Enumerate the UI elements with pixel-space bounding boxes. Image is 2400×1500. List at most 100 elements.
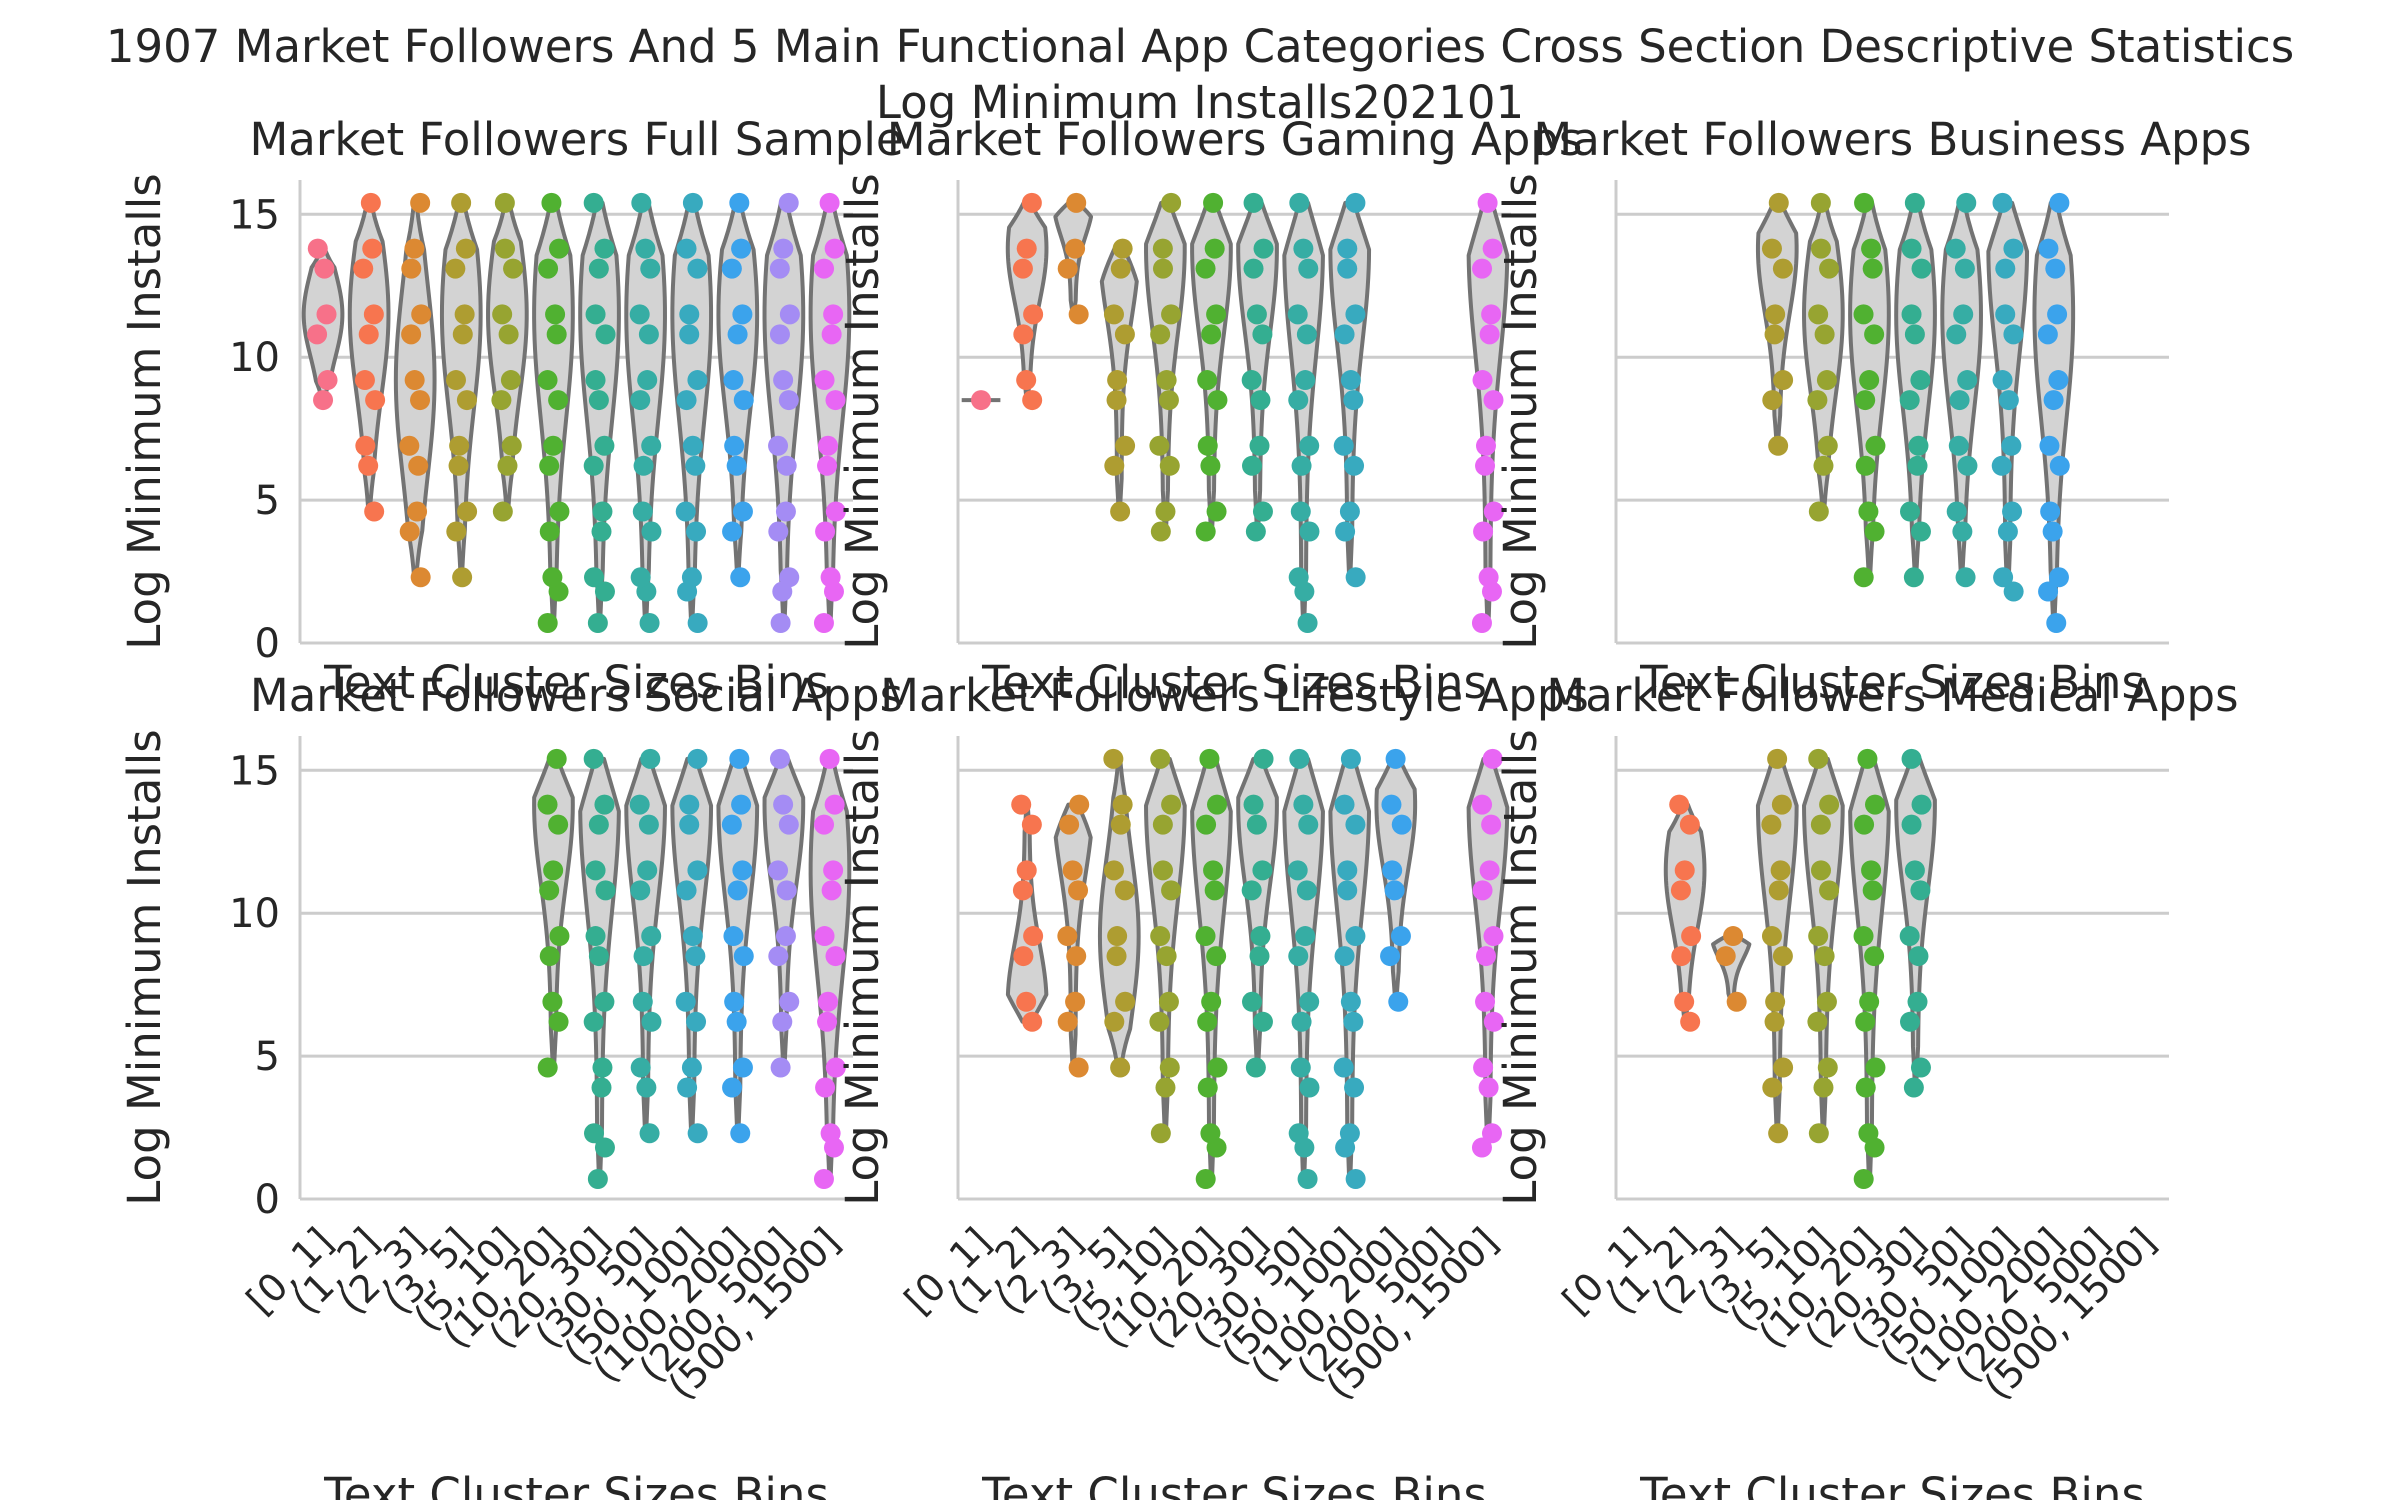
violin (1053, 200, 1094, 317)
strip-point (1152, 238, 1173, 259)
figure-title: 1907 Market Followers And 5 Main Functio… (106, 20, 2294, 73)
strip-point (1200, 1123, 1221, 1144)
strip-point (1956, 192, 1977, 213)
strip-point (1334, 946, 1355, 967)
strip-point (1197, 1077, 1218, 1098)
strip-point (813, 1168, 834, 1189)
strip-point (675, 501, 696, 522)
strip-point (687, 860, 708, 881)
strip-point (2003, 581, 2024, 602)
strip-point (1293, 794, 1314, 815)
strip-point (1904, 860, 1925, 881)
strip-point (307, 238, 328, 259)
strip-point (583, 455, 604, 476)
strip-point (548, 1011, 569, 1032)
strip-point (1296, 880, 1317, 901)
panel-1: 0 5 10 15 Log Minimum Installs Market Followe… (118, 113, 904, 709)
strip-point (587, 1168, 608, 1189)
strip-point (1343, 390, 1364, 411)
strip-point (497, 455, 518, 476)
strip-point (1768, 192, 1789, 213)
strip-point (1814, 324, 1835, 345)
strip-point (537, 1057, 558, 1078)
strip-point (411, 304, 432, 325)
strip-point (1810, 238, 1831, 259)
strip-point (814, 370, 835, 391)
strip-point (686, 1011, 707, 1032)
strip-point (1475, 946, 1496, 967)
strip-point (1472, 258, 1493, 279)
strip-point (1901, 748, 1922, 769)
strip-point (2003, 238, 2024, 259)
strip-point (492, 304, 513, 325)
strip-point (1817, 435, 1838, 456)
violin (1940, 200, 1983, 580)
strip-point (1723, 926, 1744, 947)
strip-point (492, 501, 513, 522)
strip-point (500, 370, 521, 391)
strip-point (1152, 258, 1173, 279)
strip-point (1345, 926, 1366, 947)
strip-point (548, 390, 569, 411)
strip-point (1382, 860, 1403, 881)
strip-point (1808, 304, 1829, 325)
strip-point (1059, 814, 1080, 835)
strip-point (585, 370, 606, 391)
strip-point (353, 258, 374, 279)
strip-point (814, 258, 835, 279)
strip-point (1955, 567, 1976, 588)
strip-point (1900, 501, 1921, 522)
strip-point (640, 258, 661, 279)
strip-point (630, 390, 651, 411)
violin (1711, 934, 1752, 1004)
strip-point (817, 1011, 838, 1032)
violin (1663, 802, 1707, 1024)
strip-point (587, 612, 608, 633)
strip-point (452, 567, 473, 588)
strip-point (2040, 501, 2061, 522)
strip-point (1901, 814, 1922, 835)
strip-point (1288, 390, 1309, 411)
strip-point (1340, 370, 1361, 391)
panel-2: Log Minimum Installs Market Followers Gam… (836, 113, 1582, 709)
strip-point (1810, 860, 1831, 881)
x-axis-label: Text Cluster Sizes Bins (323, 656, 829, 709)
strip-point (1197, 435, 1218, 456)
y-tick-label: 10 (229, 891, 280, 937)
strip-point (687, 748, 708, 769)
strip-point (637, 860, 658, 881)
strip-point (1195, 258, 1216, 279)
strip-point (1297, 1168, 1318, 1189)
strip-point (1899, 926, 1920, 947)
strip-point (641, 926, 662, 947)
panel-title: Market Followers Gaming Apps (887, 113, 1583, 166)
strip-point (2037, 324, 2058, 345)
strip-point (687, 258, 708, 279)
strip-point (1110, 814, 1131, 835)
strip-point (776, 455, 797, 476)
strip-point (501, 435, 522, 456)
strip-point (1482, 238, 1503, 259)
strip-point (1023, 304, 1044, 325)
strip-point (773, 370, 794, 391)
strip-point (1298, 258, 1319, 279)
strip-point (1946, 501, 1967, 522)
strip-point (1242, 455, 1263, 476)
strip-point (1057, 926, 1078, 947)
strip-point (776, 880, 797, 901)
strip-point (1481, 1123, 1502, 1144)
strip-point (817, 991, 838, 1012)
strip-point (360, 192, 381, 213)
violin (1755, 200, 1799, 448)
strip-point (1853, 567, 1874, 588)
strip-point (1861, 238, 1882, 259)
strip-point (1816, 370, 1837, 391)
strip-point (824, 794, 845, 815)
strip-point (768, 521, 789, 542)
panel-title: Market Followers Medical Apps (1546, 669, 2238, 722)
strip-point (820, 1123, 841, 1144)
strip-point (1957, 455, 1978, 476)
strip-point (1104, 1011, 1125, 1032)
strip-point (1773, 370, 1794, 391)
x-axis-label: Text Cluster Sizes Bins (981, 656, 1487, 709)
